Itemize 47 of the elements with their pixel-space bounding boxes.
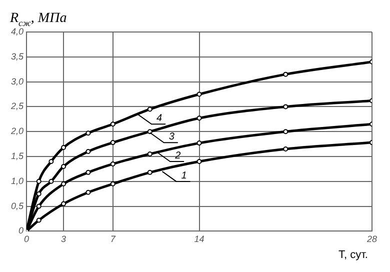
- point: [283, 72, 288, 77]
- point: [36, 204, 42, 209]
- point: [110, 181, 116, 186]
- annotation: 4: [156, 113, 163, 124]
- y-tick-label: 2,0: [10, 126, 24, 136]
- y-tick-label: 3,5: [10, 51, 24, 62]
- point: [147, 106, 152, 112]
- x-tick-label: 7: [110, 234, 116, 244]
- point: [86, 149, 91, 154]
- point: [147, 129, 152, 134]
- point: [283, 146, 288, 152]
- y-tick-label: 0: [18, 226, 24, 236]
- point: [110, 122, 116, 127]
- y-tick-label: 0,5: [10, 200, 24, 211]
- point: [86, 170, 91, 175]
- point: [110, 140, 116, 146]
- point: [61, 164, 66, 169]
- point: [196, 158, 202, 164]
- point: [86, 190, 91, 195]
- x-tick-label: 3: [61, 234, 66, 244]
- point: [283, 104, 288, 110]
- annotation: 3: [168, 132, 175, 143]
- y-tick-label: 2,5: [10, 101, 24, 112]
- point: [36, 178, 42, 184]
- y-tick-label: 4,0: [10, 26, 24, 36]
- point: [147, 170, 152, 175]
- point: [48, 158, 54, 164]
- point: [36, 218, 42, 223]
- annotation: 1: [181, 170, 187, 182]
- point: [36, 191, 42, 196]
- point: [196, 140, 202, 146]
- y-tick-label: 3,0: [10, 76, 24, 86]
- point: [196, 116, 202, 121]
- point: [147, 152, 152, 157]
- point: [61, 181, 66, 186]
- point: [283, 129, 288, 134]
- y-tick-label: 1,0: [10, 176, 24, 186]
- point: [110, 161, 116, 166]
- x-axis-title: T, сут.: [338, 249, 368, 262]
- x-tick-label: 28: [366, 234, 378, 244]
- point: [86, 130, 91, 136]
- x-tick-label: 14: [194, 234, 204, 244]
- point: [196, 92, 202, 97]
- point: [48, 178, 54, 184]
- point: [61, 201, 66, 206]
- point: [61, 145, 66, 150]
- y-tick-label: 1,5: [10, 151, 24, 161]
